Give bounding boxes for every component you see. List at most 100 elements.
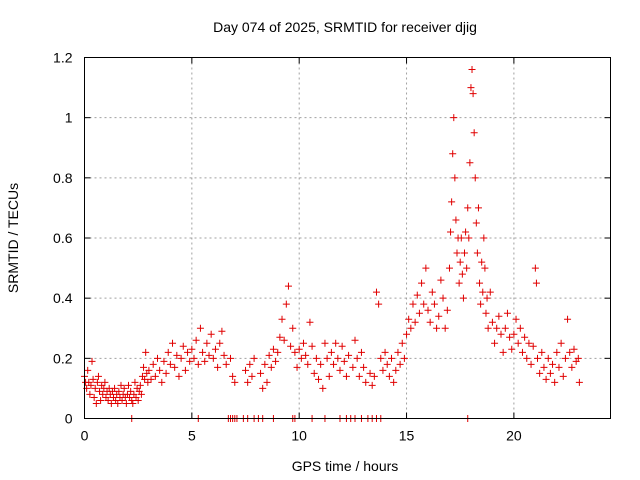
data-point xyxy=(426,318,434,326)
data-point xyxy=(375,300,383,308)
data-point xyxy=(355,372,363,380)
data-point xyxy=(317,360,325,368)
data-point xyxy=(357,348,365,356)
data-point xyxy=(353,354,361,362)
data-point xyxy=(196,324,204,332)
data-point xyxy=(433,324,441,332)
data-point xyxy=(259,384,267,392)
y-tick-label: 1.2 xyxy=(53,50,73,66)
data-point xyxy=(332,339,340,347)
data-point xyxy=(175,372,183,380)
y-tick-label: 0.2 xyxy=(53,350,73,366)
data-point xyxy=(321,339,329,347)
data-point xyxy=(244,378,252,386)
data-point xyxy=(192,336,200,344)
data-point xyxy=(518,348,526,356)
data-point xyxy=(304,360,312,368)
data-point xyxy=(503,309,511,317)
data-point xyxy=(480,234,488,242)
data-point xyxy=(512,315,520,323)
data-point xyxy=(216,339,224,347)
y-tick-label: 1 xyxy=(65,110,73,126)
data-point xyxy=(467,84,475,92)
data-point xyxy=(544,354,552,362)
data-point xyxy=(540,363,548,371)
data-point xyxy=(338,342,346,350)
data-point xyxy=(156,366,164,374)
data-point xyxy=(570,345,578,353)
data-point xyxy=(203,339,211,347)
data-point xyxy=(439,294,447,302)
data-point xyxy=(209,354,217,362)
data-point xyxy=(403,330,411,338)
data-point xyxy=(151,372,159,380)
data-point xyxy=(265,351,273,359)
data-point xyxy=(351,336,359,344)
data-point xyxy=(284,282,292,290)
data-point xyxy=(413,291,421,299)
y-tick-label: 0.4 xyxy=(53,290,73,306)
data-point xyxy=(418,279,426,287)
data-point xyxy=(400,354,408,362)
data-point xyxy=(377,354,385,362)
data-point xyxy=(486,288,494,296)
data-point xyxy=(396,360,404,368)
data-point xyxy=(575,378,583,386)
data-point xyxy=(131,378,139,386)
data-point xyxy=(96,387,104,395)
data-point xyxy=(521,333,529,341)
data-point xyxy=(141,375,149,383)
data-point xyxy=(149,360,157,368)
data-point xyxy=(94,372,102,380)
data-point xyxy=(430,300,438,308)
data-point xyxy=(525,339,533,347)
data-point xyxy=(278,315,286,323)
data-point xyxy=(428,288,436,296)
data-points xyxy=(81,66,583,422)
y-tick-label: 0.8 xyxy=(53,170,73,186)
data-point xyxy=(158,378,166,386)
data-point xyxy=(302,351,310,359)
data-point xyxy=(134,396,142,404)
data-point xyxy=(461,249,469,257)
data-point xyxy=(308,342,316,350)
data-point xyxy=(111,384,119,392)
data-point xyxy=(147,375,155,383)
data-point xyxy=(405,315,413,323)
data-point xyxy=(472,219,480,227)
chart-title: Day 074 of 2025, SRMTID for receiver dji… xyxy=(213,19,477,35)
y-tick-label: 0.6 xyxy=(53,230,73,246)
data-point xyxy=(179,342,187,350)
data-point xyxy=(297,354,305,362)
data-point xyxy=(315,375,323,383)
data-point xyxy=(497,330,505,338)
data-point xyxy=(443,306,451,314)
data-point xyxy=(568,363,576,371)
data-point xyxy=(194,360,202,368)
data-point xyxy=(536,369,544,377)
data-point xyxy=(345,351,353,359)
data-point xyxy=(293,363,301,371)
data-point xyxy=(531,264,539,272)
data-point xyxy=(462,228,470,236)
data-point xyxy=(342,372,350,380)
data-point xyxy=(420,300,428,308)
data-point xyxy=(476,279,484,287)
data-point xyxy=(128,396,136,404)
data-point xyxy=(456,258,464,266)
data-point xyxy=(564,315,572,323)
data-point xyxy=(441,324,449,332)
data-point xyxy=(90,393,98,401)
data-point xyxy=(559,372,567,380)
data-point xyxy=(153,354,161,362)
data-point xyxy=(171,363,179,371)
data-point xyxy=(129,399,137,407)
data-point xyxy=(272,357,280,365)
data-point xyxy=(455,279,463,287)
data-point xyxy=(409,300,417,308)
data-point xyxy=(325,372,333,380)
data-point xyxy=(557,339,565,347)
data-point xyxy=(493,324,501,332)
data-point xyxy=(506,333,514,341)
data-point xyxy=(226,354,234,362)
